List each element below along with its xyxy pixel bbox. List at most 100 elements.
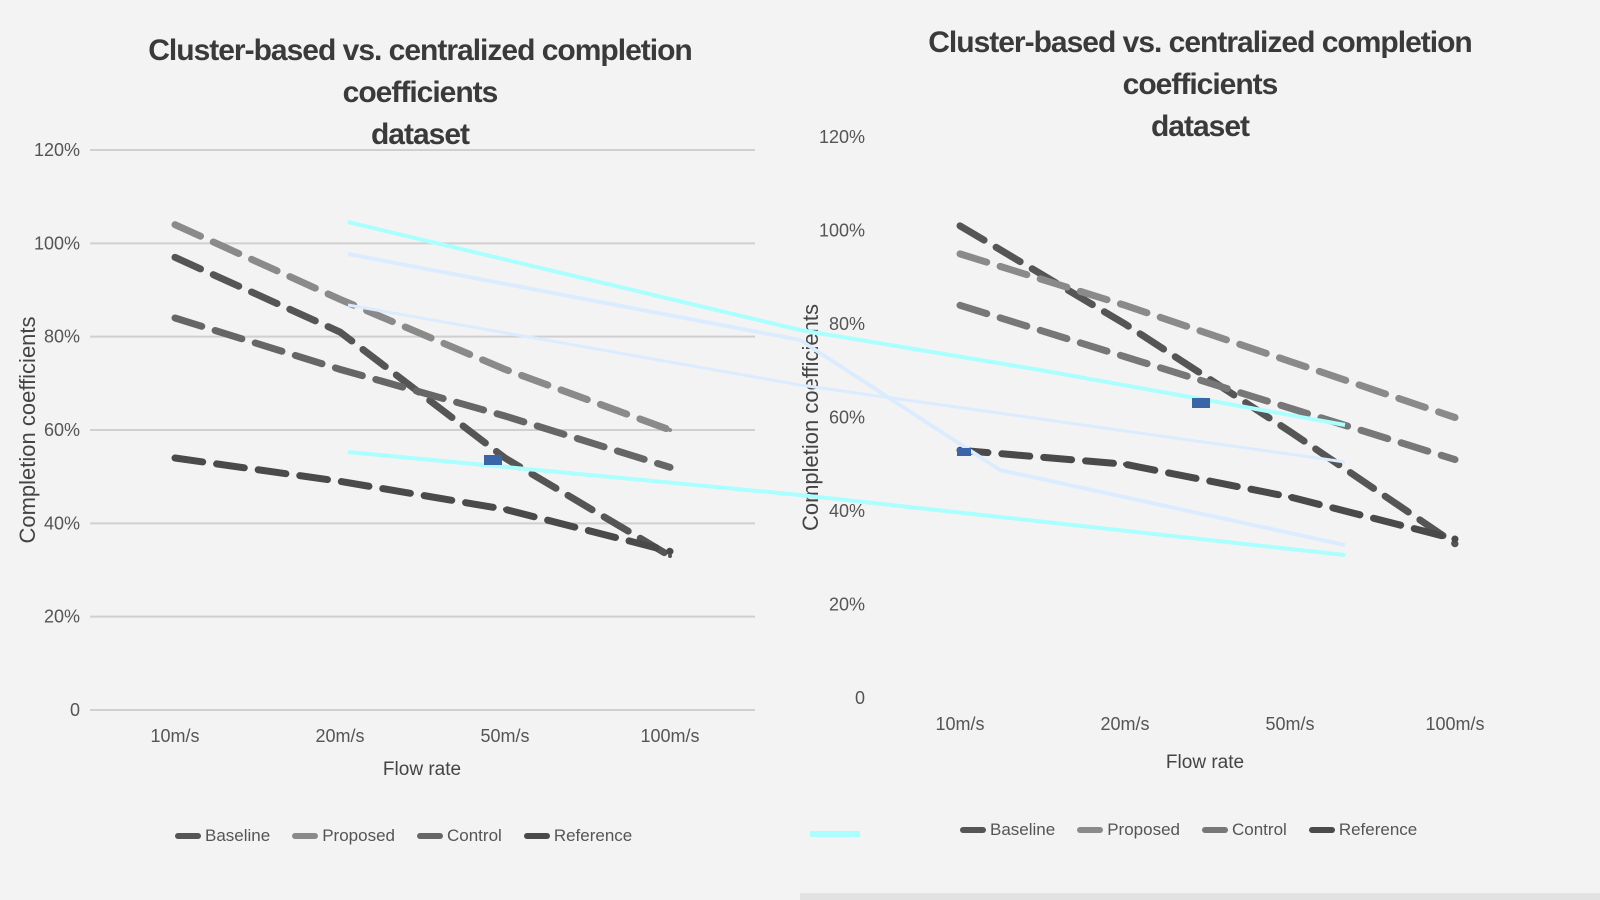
legend-item[interactable]: Proposed — [1077, 820, 1180, 840]
series-line — [171, 221, 674, 434]
legend-left: Baseline Proposed Control Reference — [175, 826, 632, 846]
data-point — [668, 428, 672, 432]
y-tick-label: 40% — [44, 513, 80, 533]
x-tick-label: 20m/s — [315, 726, 364, 746]
legend-swatch — [1308, 827, 1335, 833]
y-tick-label: 120% — [34, 140, 80, 160]
data-point — [958, 223, 962, 228]
legend-swatch — [1202, 827, 1228, 833]
data-point — [338, 367, 342, 372]
y-axis-label: Completion coefficients — [15, 316, 40, 543]
x-tick-label: 100m/s — [640, 726, 699, 746]
legend-item[interactable]: Proposed — [292, 826, 395, 846]
series-line — [956, 250, 1459, 421]
data-point — [1288, 359, 1292, 364]
data-point — [1453, 457, 1457, 462]
legend-swatch — [175, 833, 201, 839]
legend-item[interactable]: Baseline — [960, 820, 1055, 840]
legend-label: Baseline — [205, 826, 271, 845]
data-point — [1123, 303, 1127, 308]
overlay-line — [347, 450, 1346, 557]
data-point — [503, 414, 507, 418]
x-tick-label: 50m/s — [480, 726, 529, 746]
data-point — [1288, 429, 1292, 434]
y-tick-label: 80% — [44, 327, 80, 347]
legend-swatch — [960, 827, 986, 833]
data-point — [1453, 537, 1457, 542]
data-point — [1288, 494, 1292, 499]
data-point — [173, 456, 177, 460]
data-point — [1123, 354, 1127, 359]
legend-label: Control — [1232, 820, 1287, 839]
series-line — [956, 446, 1459, 543]
data-point — [173, 222, 177, 227]
y-tick-label: 0 — [855, 688, 865, 708]
data-point — [338, 297, 342, 302]
legend-label: Reference — [553, 826, 633, 845]
legend-label: Proposed — [1107, 820, 1180, 839]
legend-item[interactable]: Baseline — [175, 826, 270, 846]
data-point — [668, 549, 672, 554]
y-tick-label: 0 — [70, 700, 80, 720]
legend-label: Baseline — [990, 820, 1056, 839]
legend-item[interactable]: Control — [417, 826, 502, 846]
series-line — [171, 314, 674, 471]
series-line — [171, 454, 674, 555]
data-point — [173, 316, 177, 320]
subtitle-text: dataset — [370, 118, 470, 151]
chart-title-right: Cluster-based vs. centralized completion… — [870, 22, 1530, 148]
series-line — [171, 253, 674, 560]
highlight-marker — [957, 448, 971, 456]
data-point — [503, 367, 507, 372]
legend-swatch — [1077, 827, 1104, 833]
y-tick-label: 20% — [829, 595, 865, 615]
data-point — [338, 330, 342, 334]
x-tick-label: 20m/s — [1100, 714, 1149, 734]
legend-label: Control — [447, 826, 502, 845]
legend-item[interactable]: Reference — [1308, 820, 1417, 840]
x-axis-label: Flow rate — [1166, 752, 1244, 773]
data-point — [958, 251, 962, 256]
data-point — [338, 479, 342, 484]
data-point — [668, 465, 672, 470]
x-tick-label: 10m/s — [935, 714, 984, 734]
subtitle-text: dataset — [1150, 110, 1250, 143]
title-text: Cluster-based vs. centralized completion… — [148, 34, 693, 109]
horizontal-scrollbar[interactable] — [800, 893, 1600, 900]
highlight-marker — [484, 455, 502, 465]
highlight-marker — [1192, 398, 1210, 408]
y-tick-label: 120% — [819, 127, 865, 147]
overlay-line — [347, 252, 1346, 547]
data-point — [1288, 406, 1292, 411]
legend-right: Baseline Proposed Control Reference — [960, 820, 1417, 840]
y-tick-label: 100% — [819, 221, 865, 241]
y-tick-label: 80% — [829, 314, 865, 334]
title-text: Cluster-based vs. centralized completion… — [928, 26, 1473, 101]
legend-swatch — [417, 833, 443, 839]
legend-swatch — [523, 833, 550, 839]
data-point — [1123, 322, 1127, 326]
series-line — [956, 222, 1459, 548]
chart-title-left: Cluster-based vs. centralized completion… — [90, 30, 750, 156]
legend-item[interactable]: Reference — [523, 826, 633, 846]
x-tick-label: 50m/s — [1265, 714, 1314, 734]
data-point — [1453, 541, 1457, 546]
y-tick-label: 20% — [44, 607, 80, 627]
legend-swatch — [292, 833, 319, 839]
y-tick-label: 60% — [44, 420, 80, 440]
data-point — [1123, 462, 1127, 467]
y-tick-label: 100% — [34, 233, 80, 253]
x-axis-label: Flow rate — [383, 759, 461, 780]
legend-item[interactable]: Control — [1202, 820, 1287, 840]
data-point — [668, 554, 672, 558]
series-line — [956, 301, 1459, 464]
data-point — [503, 456, 507, 460]
y-tick-label: 60% — [829, 408, 865, 428]
x-tick-label: 10m/s — [150, 726, 199, 746]
chart-right: 0 20% 40% 60% 80% 100% 120% 10m/s 20m/s 50m/s 100m… — [798, 127, 1485, 773]
overlay-line — [347, 303, 1346, 464]
data-point — [503, 507, 507, 512]
legend-label: Proposed — [322, 826, 395, 845]
chart-left: 0 20% 40% 60% 80% 100% 120% 10m/s 20m/s 50m/s 100m… — [15, 140, 755, 780]
